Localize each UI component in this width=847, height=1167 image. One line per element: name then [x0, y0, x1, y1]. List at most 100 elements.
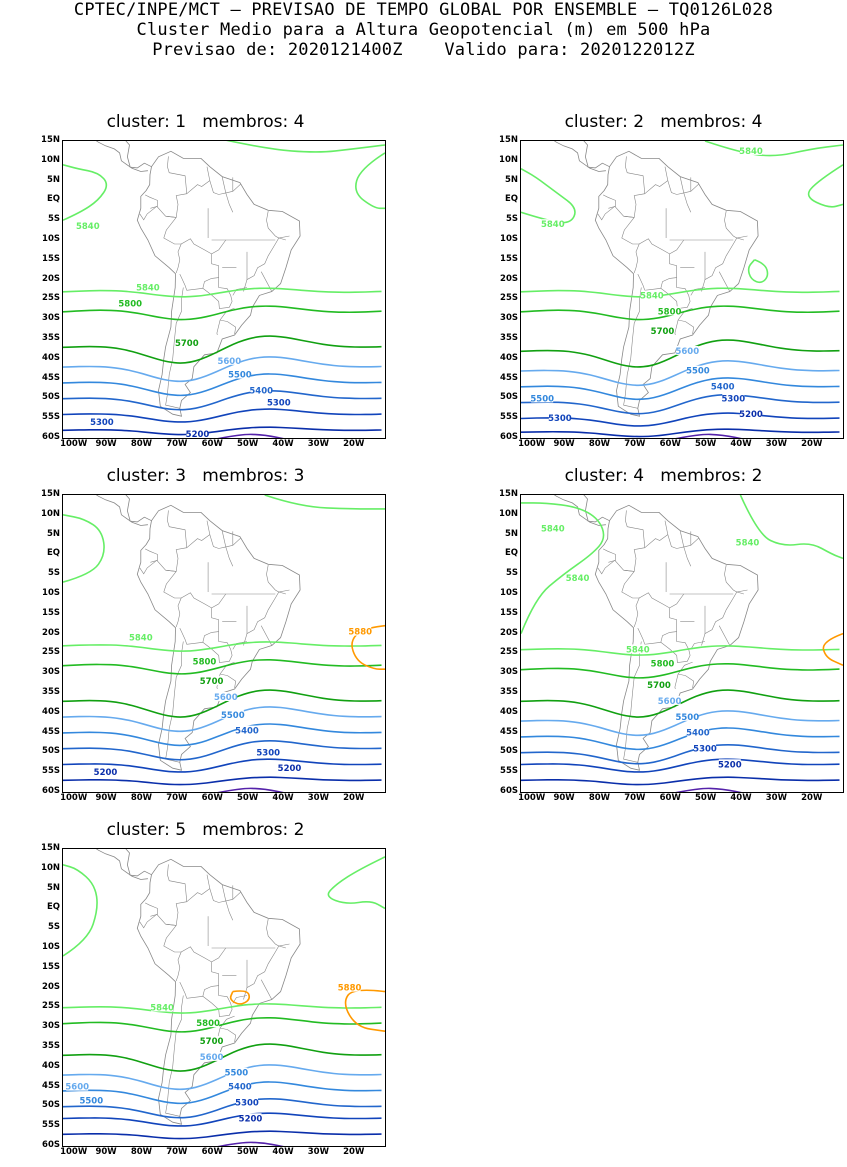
contour-5800 — [63, 1016, 382, 1033]
contour-5400 — [63, 739, 382, 761]
country-border — [266, 919, 290, 947]
country-border — [597, 206, 615, 221]
lat-tick-label: 40S — [42, 1060, 60, 1071]
contour-5200 — [521, 428, 840, 438]
contour-5880 — [344, 989, 385, 1032]
lat-tick-label: 50S — [500, 746, 518, 757]
contour-label: 5300 — [90, 418, 114, 428]
coastline — [95, 141, 148, 172]
lat-tick-label: 45S — [42, 726, 60, 737]
lon-tick-label: 20W — [801, 439, 823, 449]
lat-tick-label: 45S — [42, 372, 60, 383]
lat-tick-label: 10N — [41, 862, 60, 873]
country-border — [163, 571, 182, 599]
lat-tick-label: 10N — [41, 154, 60, 165]
country-border — [623, 641, 642, 763]
contour-label: 5880 — [338, 984, 362, 994]
lon-tick-label: 50W — [695, 793, 717, 803]
lon-tick-label: 80W — [130, 1147, 153, 1157]
contour-5840 — [63, 287, 382, 298]
lon-tick-label: 40W — [730, 439, 752, 449]
coastline — [136, 858, 301, 1125]
contour-label-bg — [236, 1097, 258, 1107]
lat-tick-label: 5N — [46, 528, 60, 539]
map-panel-cluster-3: cluster: 3 membros: 3 5880 5840 5800 5700 560… — [22, 464, 389, 813]
country-border — [690, 641, 706, 650]
contour-label-bg — [193, 656, 216, 666]
contour-5300 — [521, 758, 840, 773]
country-border — [621, 571, 640, 599]
lat-tick-label: 20S — [42, 273, 60, 284]
lon-tick-label: 100W — [60, 793, 88, 803]
contour-label: 5700 — [647, 681, 671, 691]
contour-5100 — [217, 433, 284, 438]
contour-label: 5500 — [686, 367, 710, 377]
contour-label: 5840 — [739, 147, 763, 157]
country-border — [186, 874, 211, 902]
lat-tick-label: 35S — [42, 1041, 60, 1051]
contour-label: 5500 — [79, 1097, 103, 1107]
coastline — [136, 504, 301, 771]
contour-5500 — [63, 373, 382, 397]
contour-label-bg — [722, 393, 745, 403]
contour-5840 — [807, 164, 843, 208]
lat-tick-label: 10S — [42, 942, 60, 952]
lon-tick-label: 90W — [95, 439, 117, 449]
contour-label: 5800 — [658, 307, 682, 317]
contour-label: 5600 — [217, 357, 241, 367]
lon-tick-label: 70W — [166, 793, 188, 803]
lon-tick-label: 60W — [659, 439, 681, 449]
lat-tick-label: 15N — [41, 489, 60, 499]
country-border — [220, 673, 237, 688]
lon-tick-label: 50W — [237, 439, 259, 449]
country-border — [633, 238, 677, 291]
lat-tick-label: 15S — [500, 253, 518, 264]
lat-tick-label: 50S — [42, 746, 60, 757]
contour-label: 5500 — [228, 371, 252, 381]
lon-tick-label: 60W — [201, 1147, 223, 1157]
contour-label-bg — [338, 982, 361, 992]
contour-5700 — [63, 689, 382, 718]
contour-label-bg — [736, 537, 759, 547]
contour-5840 — [63, 864, 98, 957]
contour-label: 5840 — [76, 222, 100, 232]
coastline — [553, 141, 606, 172]
header-line-2: Cluster Medio para a Altura Geopotencial… — [136, 20, 711, 40]
contour-label-bg — [676, 345, 699, 355]
contour-label-bg — [136, 282, 159, 292]
lat-tick-label: 15S — [500, 607, 518, 618]
contour-5500 — [63, 1081, 382, 1105]
contour-5400 — [63, 389, 382, 411]
contour-5840 — [63, 641, 382, 652]
contour-label: 5840 — [541, 525, 565, 535]
lon-tick-label: 20W — [343, 793, 365, 803]
country-border — [220, 1027, 237, 1042]
contour-label-bg — [548, 413, 571, 423]
contour-label-bg — [200, 1036, 223, 1046]
contour-5600 — [63, 356, 382, 383]
lat-tick-label: 55S — [500, 766, 518, 777]
contour-5840 — [63, 1003, 382, 1014]
country-border — [139, 914, 157, 929]
contour-label-bg — [531, 393, 554, 403]
country-border — [156, 206, 177, 218]
lat-tick-label: 45S — [42, 1080, 60, 1091]
contour-5500 — [521, 377, 840, 401]
contour-label: 5500 — [221, 711, 245, 721]
coastline — [125, 495, 152, 523]
country-border — [175, 238, 219, 291]
country-border — [669, 593, 685, 609]
lon-tick-label: 50W — [695, 439, 717, 449]
contour-5700 — [63, 1043, 382, 1072]
lon-tick-label: 40W — [272, 439, 294, 449]
lat-tick-label: 30S — [42, 1021, 60, 1032]
country-border — [243, 945, 286, 1000]
map-canvas: 5880584058005700560055005400530052005600… — [63, 849, 385, 1146]
contour-label-bg — [349, 626, 372, 636]
lat-tick-label: 60S — [500, 786, 518, 796]
map-frame: 5880 5840 5800 5700 5600 5500 5400 5300 5200 5200… — [41, 489, 386, 803]
contour-label: 5300 — [548, 414, 572, 424]
contour-label-bg — [257, 747, 280, 757]
contour-label-bg — [151, 1002, 174, 1012]
map-canvas: 5880 5840 5800 5700 5600 5500 5400 5300 5200 5200 — [63, 495, 385, 792]
